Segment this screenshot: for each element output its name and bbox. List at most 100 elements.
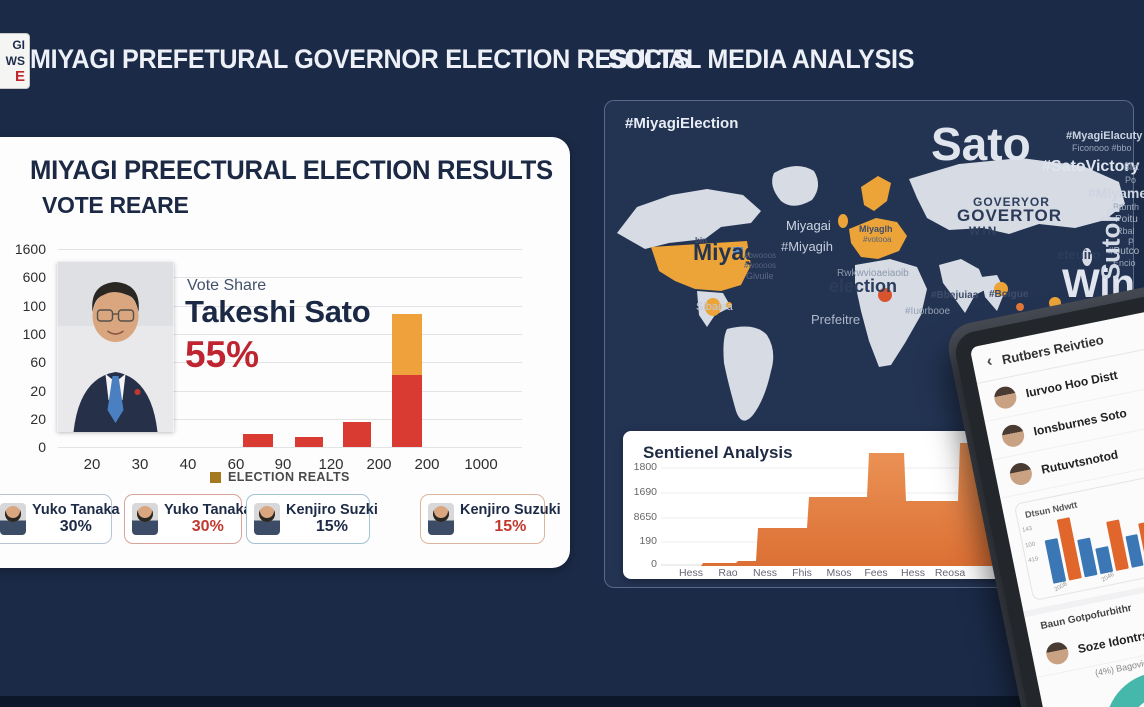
- avatar: [1000, 422, 1027, 449]
- y-tick: 1800: [633, 461, 657, 473]
- candidate-card: Kenjiro Suzuki 15%: [420, 494, 561, 544]
- y-tick: 1690: [633, 486, 657, 498]
- wordcloud-vertical-term: Sutoh: [1095, 206, 1126, 281]
- word-label: #Iuorbooe: [905, 306, 951, 317]
- word-label: #Miyagih: [781, 239, 834, 254]
- y-tick: 20: [30, 382, 46, 399]
- word-label: Givuile: [746, 271, 774, 281]
- x-tick: 1000: [464, 456, 498, 473]
- y-tick: 190: [639, 535, 657, 547]
- card-title: MIYAGI PREECTURAL ELECTION RESULTS: [30, 155, 553, 185]
- candidate-card: Kenjiro Suzki 15%: [246, 494, 378, 544]
- word-label: Poitu: [1115, 214, 1138, 225]
- word-label: #Bbejuiaa: [931, 290, 979, 301]
- y-tick: 600: [22, 269, 46, 286]
- mini-chart-y-axis: 143 100 419: [1021, 522, 1040, 570]
- y-tick: 100: [22, 325, 46, 342]
- x-tick: 20: [83, 456, 101, 473]
- candidate-avatar: [132, 503, 158, 535]
- word-label: #Butco: [1108, 246, 1140, 257]
- page-title-left: MIYAGI PREFETURAL GOVERNOR ELECTION RESU…: [30, 44, 690, 74]
- winner-photo: [57, 262, 174, 432]
- word-label: Ficonooo #bbo: [1072, 143, 1132, 153]
- word-label: Encio: [1113, 258, 1136, 268]
- candidate-avatar: [254, 503, 280, 535]
- y-tick: 100: [22, 297, 46, 314]
- candidate-name: Kenjiro Suzki: [286, 502, 378, 519]
- x-tick: Fees: [864, 567, 888, 579]
- x-tick: Rao: [718, 567, 738, 579]
- panel-hashtag: #MiyagiElection: [625, 115, 739, 132]
- candidate-name: Kenjiro Suzuki: [460, 502, 561, 519]
- feed-item-label: Ionsburnes Soto: [1032, 405, 1128, 439]
- feed-item-label: Iurvoo Hoo Distt: [1024, 367, 1119, 401]
- x-tick: 40: [179, 456, 197, 473]
- logo-line: WS: [5, 54, 25, 68]
- logo-line: E: [14, 68, 25, 85]
- x-tick: 90: [274, 456, 292, 473]
- word-label: Btbnth: [1113, 202, 1140, 212]
- legend-label: ELECTION REALTS: [228, 470, 350, 484]
- election-results-card: MIYAGI PREECTURAL ELECTION RESULTS VOTE …: [0, 137, 570, 568]
- word-label: P: [1128, 237, 1135, 247]
- avatar: [1044, 640, 1071, 667]
- vote-bar: [343, 422, 371, 447]
- candidate-card: Yuko Tanaka 30%: [0, 494, 120, 544]
- y-tick: 143: [1021, 525, 1033, 534]
- bar-chart-grid: 1600 600 100 100 60 20 20 0: [0, 241, 542, 455]
- candidate-percentage: 15%: [315, 518, 348, 535]
- y-tick: 0: [38, 439, 46, 456]
- word-label: Miyaglh: [859, 224, 893, 234]
- word-label: Sibaiea: [696, 301, 733, 313]
- word-label: #Boigue: [989, 289, 1029, 300]
- word-label: Bist: [1124, 162, 1140, 172]
- word-label: Rbal: [1116, 226, 1135, 236]
- y-tick: 0: [651, 558, 657, 570]
- word-label: #votooa: [863, 235, 892, 244]
- candidate-avatar: [428, 503, 454, 535]
- x-tick: 200: [366, 456, 392, 473]
- back-chevron-icon[interactable]: ‹: [985, 352, 994, 371]
- x-tick: Hess: [679, 567, 703, 579]
- y-tick: 419: [1027, 556, 1039, 565]
- y-tick: 20: [30, 410, 46, 427]
- word-label: GOVERTOR: [957, 206, 1062, 225]
- candidate-percentage: 30%: [59, 518, 92, 535]
- vote-bar: [295, 437, 323, 447]
- x-tick: Ness: [753, 567, 777, 579]
- legend-swatch-icon: [210, 471, 221, 483]
- vote-bar: [243, 434, 273, 447]
- candidate-name: Yuko Tanaka: [164, 502, 252, 519]
- x-tick: 120: [318, 456, 344, 473]
- x-tick: 30: [131, 456, 149, 473]
- winner-name: Takeshi Sato: [185, 294, 371, 329]
- word-label: #Miyame: [1088, 185, 1144, 201]
- candidate-card: Yuko Tanaka 30%: [124, 494, 252, 544]
- word-label: bin: [695, 236, 707, 245]
- x-tick: Msos: [826, 567, 852, 579]
- x-tick: Hess: [901, 567, 925, 579]
- y-tick: 60: [30, 354, 46, 371]
- winner-percentage: 55%: [185, 334, 260, 375]
- word-label: #bwooos: [744, 251, 777, 260]
- avatar: [992, 384, 1019, 411]
- word-label: eteuiro: [1057, 247, 1101, 262]
- word-label: #SatoVictory: [1042, 158, 1140, 175]
- vote-share-bars: [0, 249, 542, 447]
- word-label: Po: [1125, 175, 1137, 185]
- candidate-percentage: 15%: [494, 518, 527, 535]
- avatar: [1007, 461, 1034, 488]
- word-label: Rwkwvioaeiaoib: [837, 268, 909, 279]
- logo-line: GI: [12, 38, 25, 52]
- word-label: #woooos: [744, 261, 777, 270]
- word-label: election: [829, 276, 898, 296]
- word-label: Miyagi: [693, 239, 765, 265]
- word-label: WIN: [969, 224, 999, 238]
- x-tick: Fhis: [792, 567, 812, 579]
- x-tick: 60: [227, 456, 245, 473]
- card-subtitle: VOTE REARE: [42, 192, 189, 218]
- candidate-avatar: [0, 503, 26, 535]
- news-logo: GI WS E: [0, 33, 30, 89]
- candidate-percentage: 30%: [191, 518, 224, 535]
